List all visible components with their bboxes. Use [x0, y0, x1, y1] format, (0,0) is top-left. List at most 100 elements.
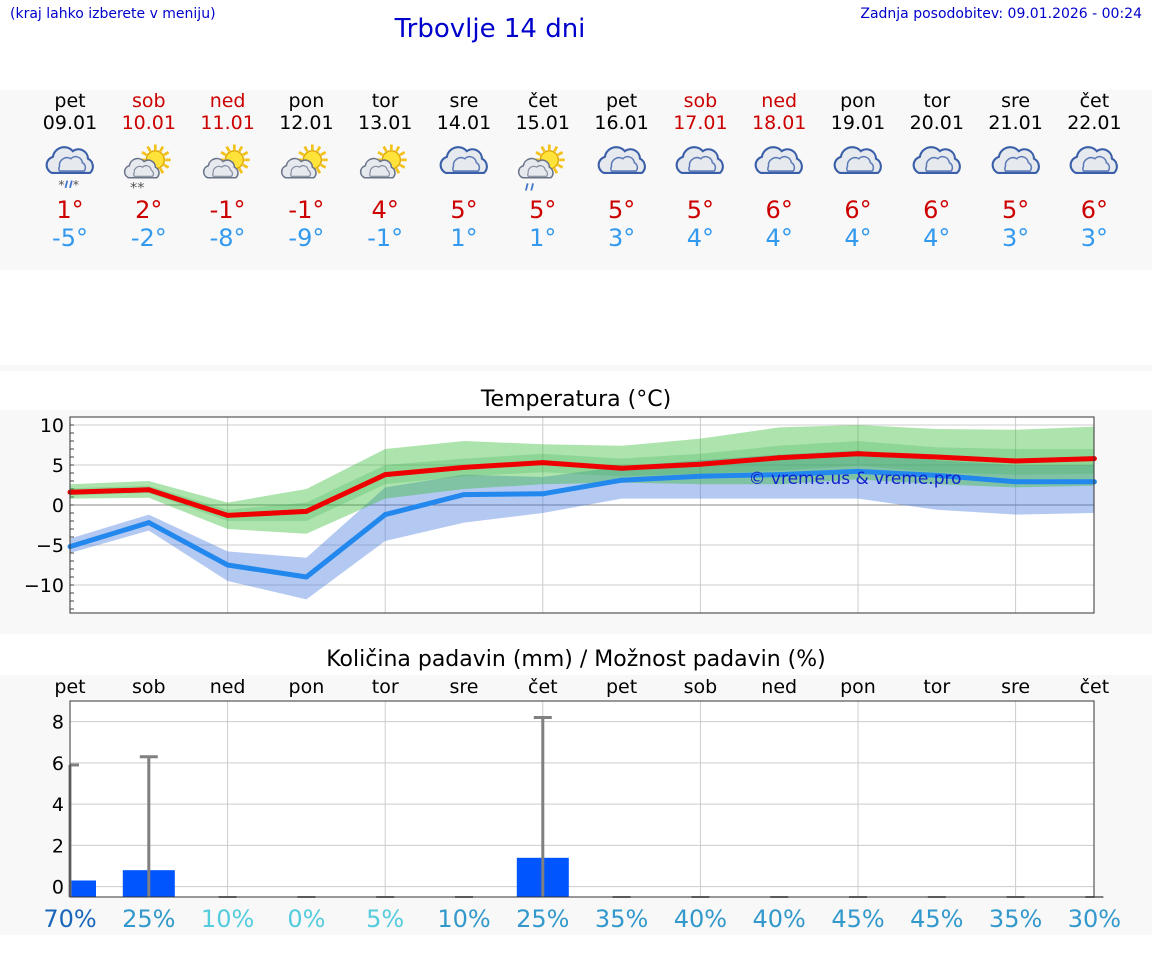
partly-sunny-icon — [281, 144, 329, 179]
day-date: 21.01 — [988, 112, 1043, 134]
precipitation-chart: 0 2 4 6 8 pet sob ned pon tor sre čet pet sob ned pon to… — [43, 676, 1121, 933]
partly-sunny-rain-icon — [517, 144, 565, 191]
forecast-day: sob 10.01 ** 2° -2° — [109, 90, 189, 252]
svg-text:*: * — [58, 177, 64, 192]
day-date: 13.01 — [357, 112, 413, 134]
max-temperature: 5° — [1001, 196, 1030, 224]
day-name: čet — [1079, 90, 1110, 112]
forecast-day: tor 20.01 6° 4° — [897, 90, 977, 252]
cloudy-icon — [439, 146, 488, 175]
max-temperature: 5° — [450, 196, 478, 224]
y-tick-label: 2 — [52, 835, 64, 857]
min-temperature: 4° — [765, 224, 793, 252]
watermark: © vreme.us & vreme.pro — [748, 469, 961, 489]
precip-probability: 5% — [366, 905, 404, 933]
day-date: 20.01 — [909, 112, 964, 134]
tmax-line-point — [855, 451, 861, 457]
max-temperature: -1° — [288, 196, 325, 224]
min-temperature: -8° — [209, 224, 246, 252]
cloudy-icon — [991, 146, 1040, 175]
tmin-line — [69, 468, 1095, 580]
x-category-label: sre — [450, 676, 479, 698]
plot-area — [70, 701, 1094, 897]
tmax-line-point — [461, 464, 467, 470]
forecast-day: sre 21.01 5° 3° — [976, 90, 1056, 252]
y-tick-label: 6 — [52, 753, 64, 775]
precip-probability: 40% — [753, 905, 806, 933]
tmin-line-point — [619, 477, 625, 483]
svg-text:**: ** — [130, 180, 144, 196]
precip-probability: 35% — [989, 905, 1042, 933]
day-date: 16.01 — [594, 112, 649, 134]
precip-probability: 35% — [595, 905, 648, 933]
tmax-line-point — [225, 512, 231, 518]
x-category-label: tor — [372, 676, 399, 698]
max-temperature: 2° — [135, 196, 163, 224]
day-date: 19.01 — [830, 112, 886, 134]
tmin-line-point — [461, 492, 467, 498]
day-name: pet — [54, 90, 86, 112]
tmin-line-point — [855, 468, 861, 474]
cloudy-icon — [833, 146, 882, 175]
min-temperature: 3° — [1080, 224, 1109, 252]
svg-text:*: * — [73, 177, 79, 192]
day-date: 17.01 — [673, 112, 728, 134]
forecast-day: tor 13.01 4° -1° — [345, 90, 425, 252]
forecast-day: čet 22.01 6° 3° — [1054, 90, 1134, 252]
temperature-chart: 10 5 0 −5 −10 © vreme.us & vreme.pro — [24, 415, 1097, 614]
day-name: pet — [605, 90, 638, 112]
x-category-label: pon — [840, 676, 876, 698]
precipitation-chart-title: Količina padavin (mm) / Možnost padavin … — [326, 647, 826, 672]
precip-probability: 25% — [516, 905, 569, 933]
cloudy-icon — [912, 146, 961, 175]
day-date: 10.01 — [121, 112, 176, 134]
x-category-label: čet — [528, 676, 558, 698]
tmin-line-point — [382, 512, 388, 518]
tmax-range-band-outer — [70, 425, 1095, 534]
tmax-line-point — [1013, 458, 1019, 464]
min-temperature: 1° — [529, 224, 557, 252]
precip-bar — [70, 880, 96, 897]
tmax-line-point — [146, 487, 152, 493]
forecast-day: sre 14.01 5° 1° — [424, 90, 504, 252]
y-tick-label: 10 — [40, 415, 64, 437]
precip-probability: 70% — [43, 905, 96, 933]
day-name: sob — [132, 90, 166, 112]
tmax-line-point — [382, 472, 388, 478]
page-title: Trbovlje 14 dni — [394, 14, 586, 44]
day-name: tor — [923, 90, 951, 112]
tmin-line-point — [697, 473, 703, 479]
day-date: 18.01 — [751, 112, 807, 134]
day-date: 11.01 — [200, 112, 255, 134]
partly-sunny-snow-icon: ** — [123, 144, 171, 196]
y-tick-label: 0 — [52, 877, 64, 899]
day-name: ned — [761, 90, 798, 112]
min-temperature: -1° — [367, 224, 404, 252]
precip-probability: 25% — [122, 905, 175, 933]
forecast-day: ned 18.01 6° 4° — [739, 90, 819, 252]
x-category-label: pet — [606, 676, 637, 698]
precip-probability: 45% — [910, 905, 963, 933]
tmax-line-point — [934, 454, 940, 460]
day-date: 22.01 — [1067, 112, 1122, 134]
forecast-day: pet 09.01 * * 1° -5° — [30, 90, 110, 252]
max-temperature: 4° — [371, 196, 399, 224]
day-name: tor — [371, 90, 399, 112]
last-updated: Zadnja posodobitev: 09.01.2026 - 00:24 — [860, 6, 1142, 22]
tmin-line-point — [776, 472, 782, 478]
cloudy-icon — [1070, 146, 1119, 175]
y-tick-label: −5 — [36, 535, 64, 557]
precip-probability: 45% — [831, 905, 884, 933]
partly-sunny-icon — [360, 144, 407, 179]
day-name: pon — [840, 90, 876, 112]
day-name: pon — [288, 90, 325, 112]
min-temperature: 1° — [450, 224, 478, 252]
min-temperature: 4° — [844, 224, 872, 252]
tmin-line-point — [146, 520, 152, 526]
tmin-line-point — [540, 491, 546, 497]
cloudy-icon — [676, 146, 725, 175]
tmin-line-point — [225, 562, 231, 568]
day-name: sre — [1001, 90, 1031, 112]
tmax-line-point — [697, 461, 703, 467]
min-temperature: 4° — [686, 224, 715, 252]
